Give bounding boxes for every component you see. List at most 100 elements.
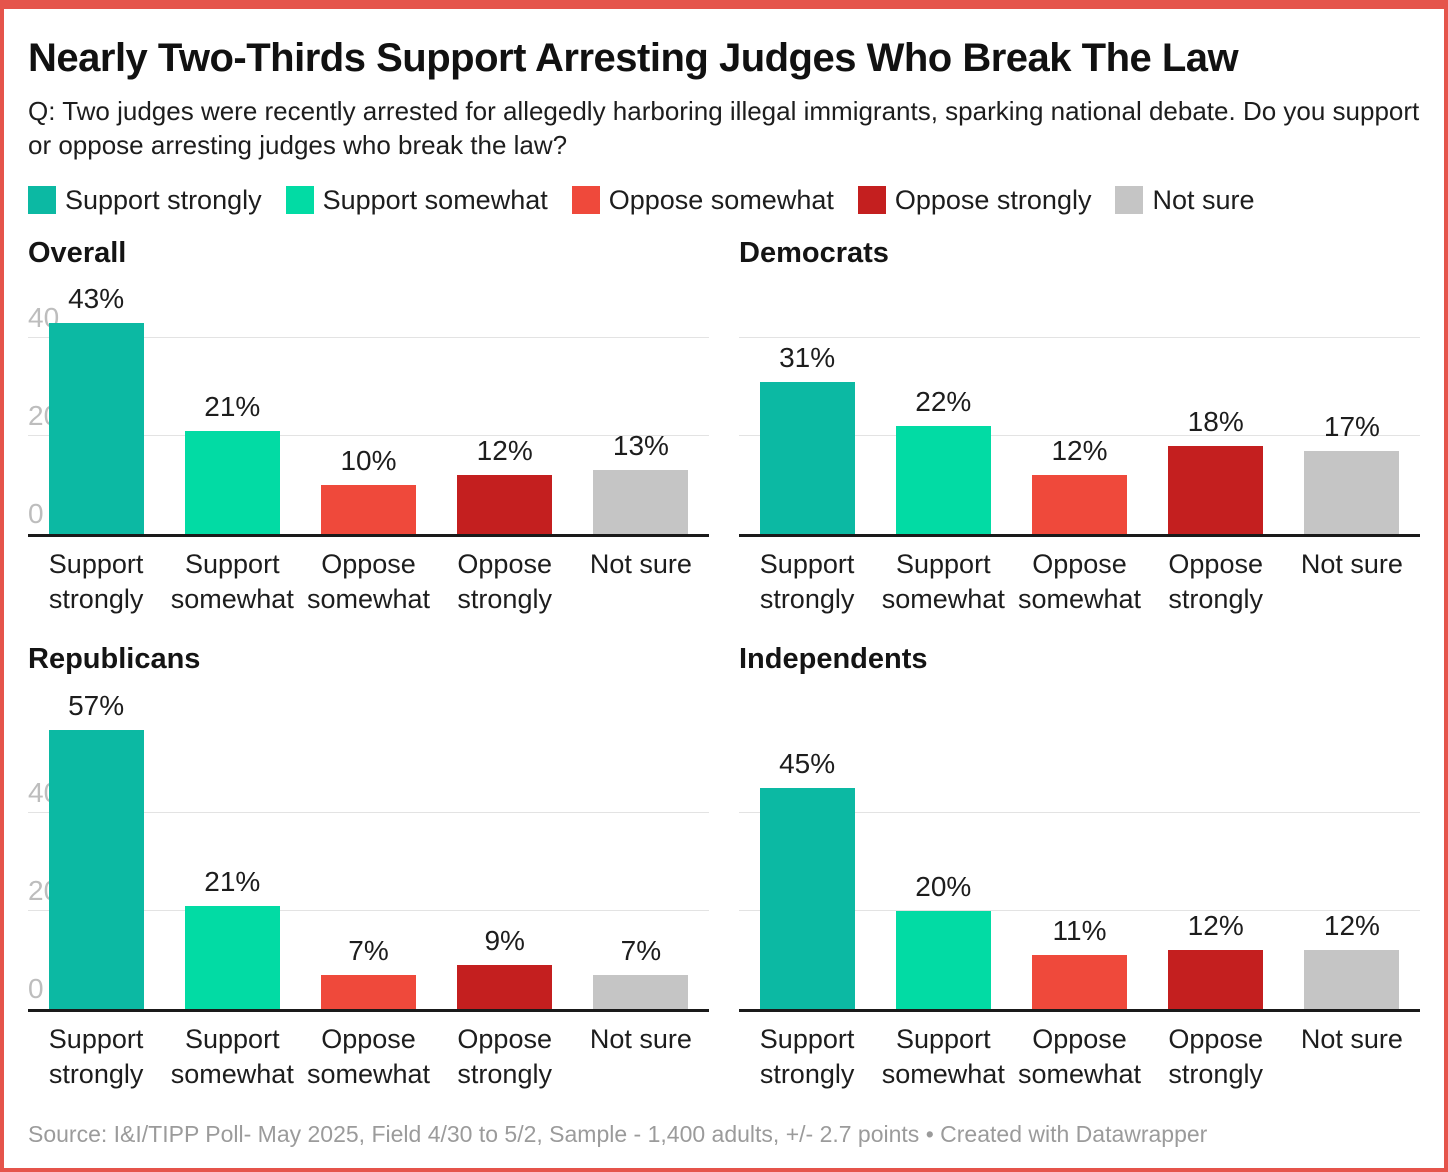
gridline-40	[28, 812, 709, 814]
bar-slot: 7%	[300, 935, 436, 1010]
category-label-oppose-somewhat: Oppose somewhat	[1011, 1022, 1147, 1091]
value-label-republicans-oppose-somewhat: 7%	[348, 935, 389, 967]
bar-slot: 12%	[1148, 910, 1284, 1010]
value-label-independents-oppose-somewhat: 11%	[1052, 915, 1107, 947]
bar-democrats-support-somewhat: 22%	[895, 386, 991, 535]
bar-overall-oppose-strongly: 12%	[457, 435, 553, 535]
category-label-text: Not sure	[589, 549, 692, 580]
panel-overall: Overall 43% 21% 10% 12% 13% 0 20 40 Support st…	[28, 236, 709, 617]
legend-item: Support somewhat	[285, 184, 548, 216]
chart-question: Q: Two judges were recently arrested for…	[28, 96, 1420, 160]
category-label-text: Support somewhat	[881, 549, 1005, 614]
value-label-democrats-support-strongly: 31%	[779, 342, 836, 374]
x-axis-baseline	[28, 534, 709, 538]
bar-overall-support-strongly: 43%	[48, 283, 144, 535]
category-label-not-sure: Not sure	[573, 1022, 709, 1091]
category-labels: Support strongly Support somewhat Oppose s…	[739, 1022, 1420, 1091]
panel-title: Independents	[739, 643, 928, 676]
value-label-independents-oppose-strongly: 12%	[1187, 910, 1244, 942]
bar-independents-support-somewhat: 20%	[895, 871, 991, 1010]
category-label-text: Not sure	[1300, 1024, 1403, 1055]
panel-republicans: Republicans 57% 21% 7% 9% 7% 0 20 40 Support s…	[28, 642, 709, 1091]
legend-item: Not sure	[1115, 184, 1255, 216]
bar-republicans-support-somewhat: 21%	[184, 866, 280, 1010]
bar-overall-not-sure: 13%	[593, 430, 689, 535]
category-label-text: Oppose somewhat	[1017, 549, 1142, 614]
category-label-text: Support strongly	[759, 549, 855, 614]
bar-slot: 43%	[28, 283, 164, 535]
bar-democrats-oppose-strongly: 18%	[1168, 406, 1264, 535]
bars: 45% 20% 11% 12% 12%	[739, 699, 1420, 1010]
bar-slot: 57%	[28, 690, 164, 1010]
legend-item-label: Support strongly	[65, 184, 262, 215]
chart-title: Nearly Two-Thirds Support Arresting Judg…	[28, 36, 1239, 80]
bar-slot: 7%	[573, 935, 709, 1010]
category-label-text: Support strongly	[759, 1024, 855, 1089]
bar-slot: 10%	[300, 445, 436, 535]
category-label-not-sure: Not sure	[1284, 1022, 1420, 1091]
category-label-text: Support strongly	[48, 549, 144, 614]
bar-slot: 12%	[1011, 435, 1147, 535]
plot-area: 45% 20% 11% 12% 12%	[739, 699, 1420, 1013]
legend-item: Support strongly	[28, 185, 262, 216]
bar-slot: 45%	[739, 748, 875, 1010]
category-label-support-strongly: Support strongly	[28, 547, 164, 616]
value-label-republicans-oppose-strongly: 9%	[484, 925, 525, 957]
gridline-40	[28, 337, 709, 339]
value-label-democrats-not-sure: 17%	[1323, 411, 1380, 443]
bar-slot: 17%	[1284, 411, 1420, 535]
category-labels: Support strongly Support somewhat Oppose s…	[28, 547, 709, 616]
legend-swatch-oppose-strongly	[857, 186, 886, 215]
value-label-overall-support-strongly: 43%	[68, 283, 125, 315]
panel-title: Republicans	[28, 643, 201, 676]
bar-independents-support-strongly: 45%	[759, 748, 855, 1010]
legend-item-label: Oppose somewhat	[608, 184, 834, 215]
value-label-republicans-support-somewhat: 21%	[204, 866, 261, 898]
bars: 57% 21% 7% 9% 7%	[28, 690, 709, 1010]
category-label-support-somewhat: Support somewhat	[875, 1022, 1011, 1091]
x-axis-baseline	[739, 534, 1420, 538]
category-label-oppose-strongly: Oppose strongly	[1148, 547, 1284, 616]
bar-slot: 12%	[437, 435, 573, 535]
category-label-oppose-strongly: Oppose strongly	[437, 547, 573, 616]
category-label-support-strongly: Support strongly	[739, 1022, 875, 1091]
category-label-support-somewhat: Support somewhat	[164, 1022, 300, 1091]
value-label-democrats-support-somewhat: 22%	[915, 386, 972, 418]
legend-item-label: Not sure	[1152, 184, 1255, 215]
source-text: Source: I&I/TIPP Poll- May 2025, Field 4…	[28, 1121, 920, 1148]
category-label-text: Not sure	[1300, 549, 1403, 580]
category-label-text: Oppose strongly	[1168, 1024, 1263, 1089]
value-label-democrats-oppose-strongly: 18%	[1187, 406, 1244, 438]
bar-republicans-oppose-somewhat: 7%	[321, 935, 416, 1010]
value-label-independents-support-strongly: 45%	[779, 748, 836, 780]
y-axis-label-0: 0	[28, 498, 44, 530]
bar-slot: 12%	[1284, 910, 1420, 1010]
value-label-republicans-support-strongly: 57%	[68, 690, 125, 722]
value-label-overall-oppose-somewhat: 10%	[340, 445, 397, 477]
category-label-not-sure: Not sure	[1284, 547, 1420, 616]
category-label-support-strongly: Support strongly	[28, 1022, 164, 1091]
bar-democrats-oppose-somewhat: 12%	[1032, 435, 1127, 535]
category-label-text: Support somewhat	[170, 1024, 294, 1089]
bar-slot: 13%	[573, 430, 709, 535]
category-labels: Support strongly Support somewhat Oppose s…	[739, 547, 1420, 616]
legend-swatch-oppose-somewhat	[571, 186, 600, 215]
legend-swatch-not-sure	[1115, 186, 1144, 215]
bars: 43% 21% 10% 12% 13%	[28, 283, 709, 535]
legend-item: Oppose somewhat	[571, 184, 834, 216]
gridline-20	[739, 435, 1420, 437]
category-label-support-strongly: Support strongly	[739, 547, 875, 616]
category-labels: Support strongly Support somewhat Oppose s…	[28, 1022, 709, 1091]
datawrapper-attribution-link[interactable]: Created with Datawrapper	[940, 1121, 1208, 1148]
value-label-independents-support-somewhat: 20%	[915, 871, 972, 903]
category-label-text: Not sure	[589, 1024, 692, 1055]
category-label-text: Oppose strongly	[1168, 549, 1263, 614]
category-label-text: Support somewhat	[170, 549, 294, 614]
legend-item-label: Support somewhat	[322, 184, 548, 215]
gridline-20	[739, 910, 1420, 912]
bar-democrats-not-sure: 17%	[1304, 411, 1400, 535]
category-label-text: Oppose somewhat	[306, 549, 431, 614]
bar-slot: 9%	[437, 925, 573, 1010]
gridline-20	[28, 435, 709, 437]
bar-republicans-oppose-strongly: 9%	[457, 925, 553, 1010]
